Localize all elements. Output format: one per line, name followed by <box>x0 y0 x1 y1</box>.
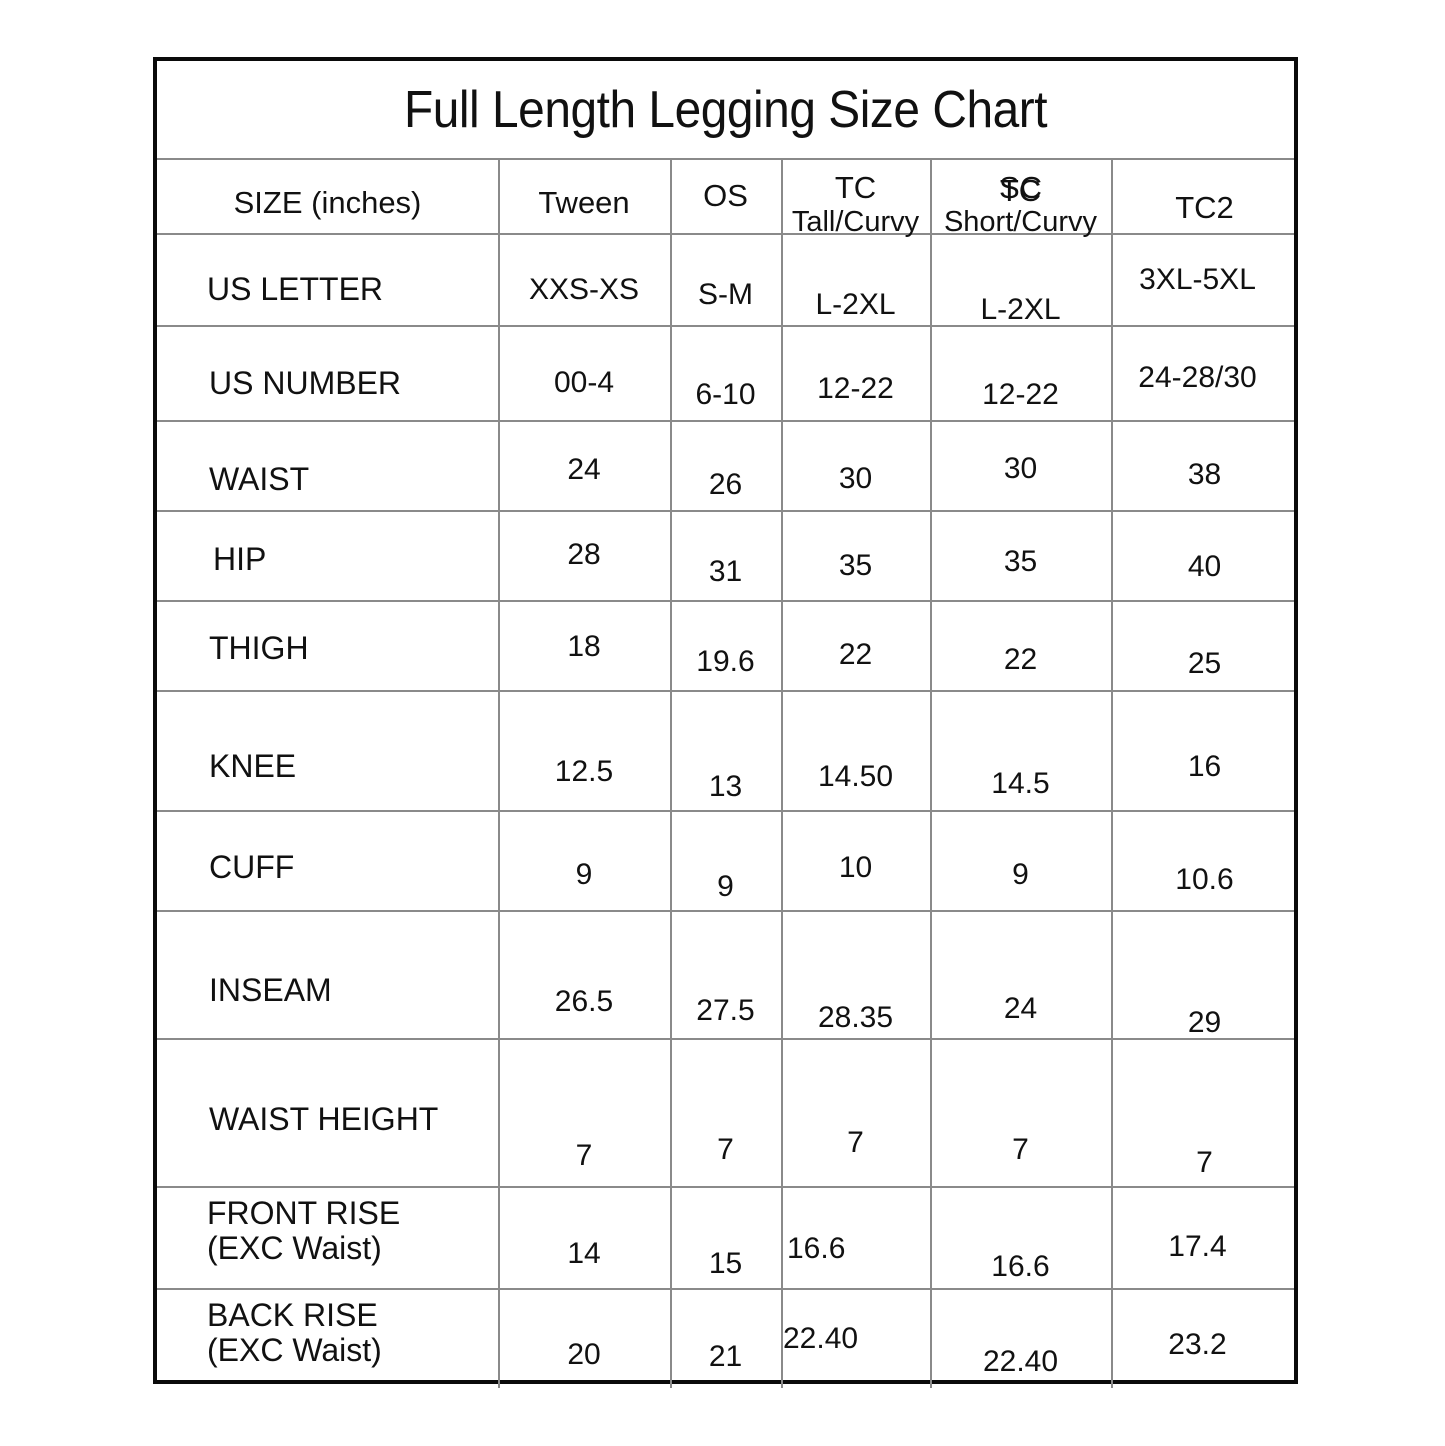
row-label-cuff: CUFF <box>209 849 295 885</box>
cell-value: 38 <box>1187 458 1222 491</box>
cell-value: 29 <box>1187 1006 1222 1039</box>
row-label-back-rise-note: (EXC Waist) <box>207 1332 382 1368</box>
page-title: Full Length Legging Size Chart <box>403 80 1048 139</box>
cell-value: L-2XL <box>980 293 1061 326</box>
cell-value: 9 <box>1012 858 1029 891</box>
row-label-inseam: INSEAM <box>209 972 332 1008</box>
row-label-front-rise: FRONT RISE <box>207 1195 401 1231</box>
grid-hline <box>157 810 1294 812</box>
cell-value: 28.35 <box>817 1001 894 1034</box>
size-chart-table: Full Length Legging Size Chart SIZE (inc… <box>153 57 1298 1388</box>
cell-value: 10.6 <box>1175 863 1234 896</box>
cell-value: 24-28/30 <box>1138 361 1257 394</box>
column-header-sc-label: SC <box>998 170 1043 205</box>
cell-value: 12-22 <box>817 372 894 405</box>
grid-hline <box>157 600 1294 602</box>
grid-hline <box>157 1186 1294 1188</box>
grid-hline <box>157 510 1294 512</box>
grid-hline <box>157 1038 1294 1040</box>
cell-value: 22.40 <box>982 1345 1059 1378</box>
cell-value: 7 <box>575 1139 593 1172</box>
cell-value: 31 <box>708 555 743 588</box>
cell-value: L-2XL <box>815 288 896 321</box>
grid-hline <box>157 1288 1294 1290</box>
cell-value: 26 <box>708 468 743 501</box>
grid-hline <box>157 910 1294 912</box>
cell-value: 7 <box>847 1126 864 1159</box>
cell-value: 7 <box>1196 1146 1213 1179</box>
cell-value: 6-10 <box>695 378 756 411</box>
cell-value: 24 <box>567 453 601 486</box>
cell-value: 19.6 <box>696 645 755 678</box>
row-label-us-letter: US LETTER <box>207 271 384 307</box>
grid-vline <box>498 158 500 1388</box>
grid-hline <box>157 158 1294 160</box>
grid-hline <box>157 233 1294 235</box>
cell-value: 14.50 <box>817 760 894 793</box>
cell-value: XXS-XS <box>528 273 640 306</box>
grid-vline <box>670 158 672 1388</box>
cell-value: 25 <box>1187 647 1222 680</box>
cell-value: 12-22 <box>982 378 1059 411</box>
grid-hline <box>157 325 1294 327</box>
cell-value: 22.40 <box>783 1322 859 1355</box>
row-label-hip: HIP <box>213 541 267 577</box>
cell-value: 35 <box>838 549 873 582</box>
cell-value: 16.6 <box>787 1232 846 1265</box>
cell-value: 10 <box>838 851 873 884</box>
cell-value: 12.5 <box>554 755 614 788</box>
cell-value: 28 <box>567 538 601 571</box>
cell-value: 00-4 <box>553 366 615 399</box>
cell-value: 9 <box>717 870 734 903</box>
cell-value: 27.5 <box>696 994 755 1027</box>
cell-value: 30 <box>838 462 873 495</box>
row-label-waist-height: WAIST HEIGHT <box>209 1101 439 1137</box>
cell-value: 14.5 <box>991 767 1050 800</box>
column-header-tc: TC <box>999 173 1042 208</box>
cell-value: 22 <box>838 638 873 671</box>
cell-value: 16 <box>1187 750 1222 783</box>
row-label-us-number: US NUMBER <box>209 365 402 401</box>
cell-value: 9 <box>575 858 593 891</box>
column-header-tc-sub: Tall/Curvy <box>791 206 920 238</box>
cell-value: 13 <box>708 770 743 803</box>
column-header-tween: Tween <box>538 185 630 220</box>
cell-value: 20 <box>567 1338 601 1371</box>
column-header-tc2: TC2 <box>1175 190 1234 225</box>
cell-value: 30 <box>1003 452 1038 485</box>
cell-value: 18 <box>567 630 601 663</box>
column-header-tc-label: TC <box>834 170 877 205</box>
cell-value: 40 <box>1187 550 1222 583</box>
cell-value: 16.6 <box>991 1250 1050 1283</box>
cell-value: 7 <box>717 1133 734 1166</box>
column-header-os: OS <box>703 178 748 213</box>
grid-vline <box>781 158 783 1388</box>
cell-value: 7 <box>1012 1133 1029 1166</box>
grid-hline <box>157 420 1294 422</box>
grid-vline <box>930 158 932 1388</box>
row-label-waist: WAIST <box>209 461 310 497</box>
row-label-front-rise-note: (EXC Waist) <box>207 1230 382 1266</box>
cell-value: 22 <box>1003 643 1038 676</box>
cell-value: 17.4 <box>1168 1230 1227 1263</box>
cell-value: 35 <box>1003 545 1038 578</box>
column-header-sc-sub: Short/Curvy <box>943 206 1098 238</box>
cell-value: S-M <box>698 278 753 311</box>
column-header-size: SIZE (inches) <box>233 185 422 220</box>
cell-value: 14 <box>567 1237 601 1270</box>
cell-value: 26.5 <box>554 985 614 1018</box>
cell-value: 3XL-5XL <box>1139 263 1256 296</box>
cell-value: 21 <box>708 1340 743 1373</box>
row-label-back-rise: BACK RISE <box>207 1297 378 1333</box>
row-label-thigh: THIGH <box>209 630 309 666</box>
grid-hline <box>157 690 1294 692</box>
row-label-knee: KNEE <box>209 748 297 784</box>
chart-title-band: Full Length Legging Size Chart <box>157 61 1294 158</box>
cell-value: 24 <box>1003 992 1038 1025</box>
grid-vline <box>1111 158 1113 1388</box>
cell-value: 15 <box>708 1247 743 1280</box>
cell-value: 23.2 <box>1168 1328 1227 1361</box>
